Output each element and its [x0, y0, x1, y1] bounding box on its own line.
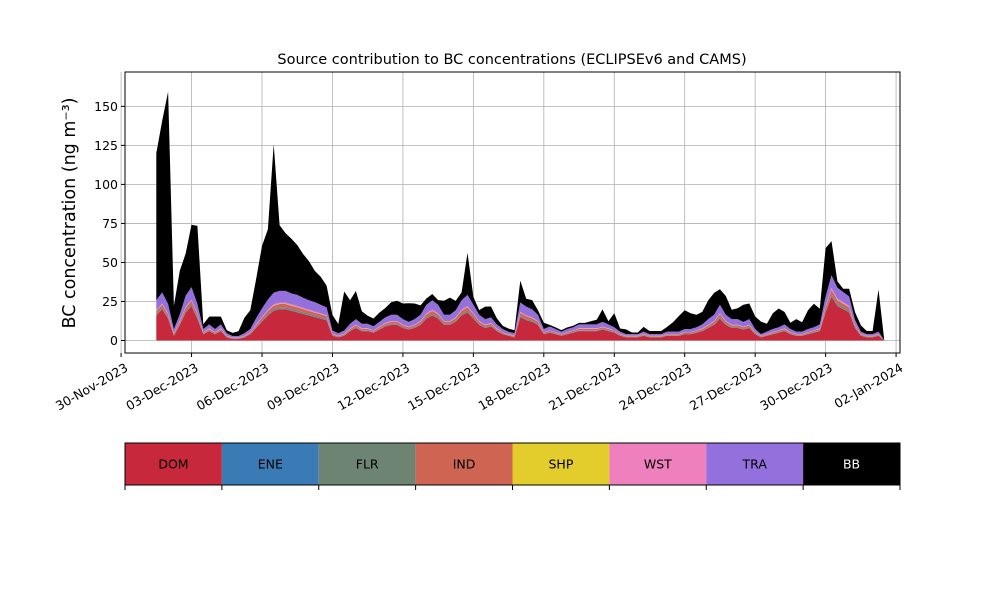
- legend-swatch-shp: [512, 443, 610, 485]
- x-tick-label: 18-Dec-2023: [476, 360, 554, 413]
- series-area-dom: [156, 296, 885, 341]
- series-area-bb: [156, 91, 885, 341]
- legend-label-shp: SHP: [549, 457, 574, 472]
- legend-label-tra: TRA: [742, 457, 768, 472]
- x-tick-label: 06-Dec-2023: [194, 360, 272, 413]
- x-tick-label: 03-Dec-2023: [123, 360, 201, 413]
- legend-label-wst: WST: [644, 457, 672, 472]
- y-tick-label: 0: [110, 333, 118, 348]
- x-tick-label: 30-Nov-2023: [53, 360, 130, 413]
- x-tick-label: 02-Jan-2024: [831, 360, 905, 411]
- y-tick-label: 50: [102, 255, 118, 270]
- legend-swatch-ene: [221, 443, 319, 485]
- plot-frame: [124, 71, 901, 354]
- legend-label-bb: BB: [843, 457, 860, 472]
- legend-label-ind: IND: [453, 457, 476, 472]
- y-tick-label: 25: [102, 294, 118, 309]
- y-axis-label: BC concentration (ng m⁻³): [60, 98, 80, 329]
- x-tick-label: 24-Dec-2023: [616, 360, 694, 413]
- x-axis: 30-Nov-202303-Dec-202306-Dec-202309-Dec-…: [53, 353, 905, 413]
- y-tick-label: 125: [94, 138, 118, 153]
- legend-label-dom: DOM: [158, 457, 188, 472]
- y-axis: 0 25 50 75 100 125 150: [94, 99, 125, 348]
- legend-swatch-tra: [706, 443, 804, 485]
- x-tick-label: 09-Dec-2023: [264, 360, 342, 413]
- x-tick-label: 15-Dec-2023: [405, 360, 483, 413]
- legend-label-flr: FLR: [356, 457, 379, 472]
- x-tick-label: 21-Dec-2023: [546, 360, 624, 413]
- source-legend: DOM ENE FLR IND SHP WST TRA BB: [124, 442, 901, 490]
- y-tick-label: 150: [94, 99, 118, 114]
- grid-lines: [120, 72, 900, 353]
- y-tick-label: 75: [102, 216, 118, 231]
- x-tick-label: 12-Dec-2023: [335, 360, 413, 413]
- legend-swatch-flr: [318, 443, 416, 485]
- series-area-tra: [156, 275, 885, 341]
- legend-label-ene: ENE: [258, 457, 283, 472]
- x-tick-label: 27-Dec-2023: [687, 360, 765, 413]
- legend-swatch-wst: [609, 443, 707, 485]
- legend-swatch-dom: [125, 443, 222, 485]
- series-layer: [156, 91, 885, 341]
- x-tick-label: 30-Dec-2023: [757, 360, 835, 413]
- series-area-ind: [156, 289, 885, 341]
- legend-swatch-ind: [415, 443, 513, 485]
- legend-swatch-bb: [803, 443, 900, 485]
- chart-title: Source contribution to BC concentrations…: [277, 52, 746, 68]
- y-tick-label: 100: [94, 177, 118, 192]
